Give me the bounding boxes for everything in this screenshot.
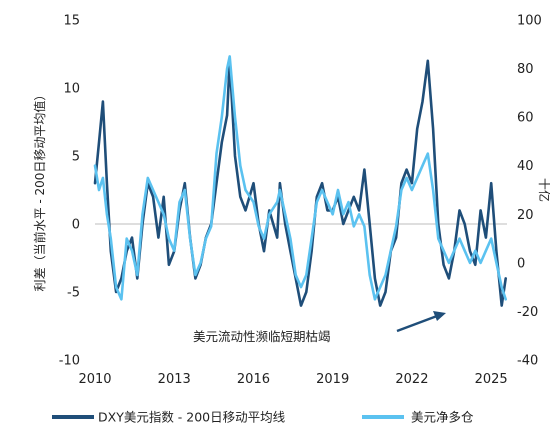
y-right-axis-title: 十亿 <box>537 178 550 202</box>
series-line-net-long <box>93 55 508 301</box>
series-line-dxy <box>93 59 508 307</box>
y-right-tick-label: 80 <box>517 62 534 77</box>
x-tick-label: 2025 <box>475 372 508 387</box>
annotation-text: 美元流动性濒临短期枯竭 <box>193 329 331 344</box>
y-right-tick-label: 60 <box>517 111 534 126</box>
y-left-tick-label: 15 <box>63 14 80 29</box>
y-left-tick-label: 10 <box>63 82 80 97</box>
legend: DXY美元指数 - 200日移动平均线 美元净多仓 <box>52 410 474 425</box>
y-right-tick-label: -40 <box>517 354 538 369</box>
y-right-tick-label: 40 <box>517 159 534 174</box>
y-left-tick-label: -10 <box>59 354 80 369</box>
y-left-tick-label: 0 <box>72 218 80 233</box>
y-left-tick-label: 5 <box>72 150 80 165</box>
x-tick-label: 2013 <box>158 372 191 387</box>
x-tick-label: 2010 <box>78 372 111 387</box>
y-right-tick-label: 100 <box>517 14 542 29</box>
annotation-arrow <box>396 311 446 333</box>
y-right-tick-label: 0 <box>517 256 525 271</box>
y-left-axis-title: 利差（当前水平 - 200日移动平均值） <box>32 89 47 292</box>
legend-label-net-long: 美元净多仓 <box>411 410 474 425</box>
y-right-tick-label: 20 <box>517 208 534 223</box>
x-tick-label: 2022 <box>395 372 428 387</box>
y-left-tick-label: -5 <box>67 286 80 301</box>
x-tick-label: 2016 <box>237 372 270 387</box>
y-right-tick-label: -20 <box>517 305 538 320</box>
legend-label-dxy: DXY美元指数 - 200日移动平均线 <box>98 410 286 425</box>
x-tick-label: 2019 <box>316 372 349 387</box>
